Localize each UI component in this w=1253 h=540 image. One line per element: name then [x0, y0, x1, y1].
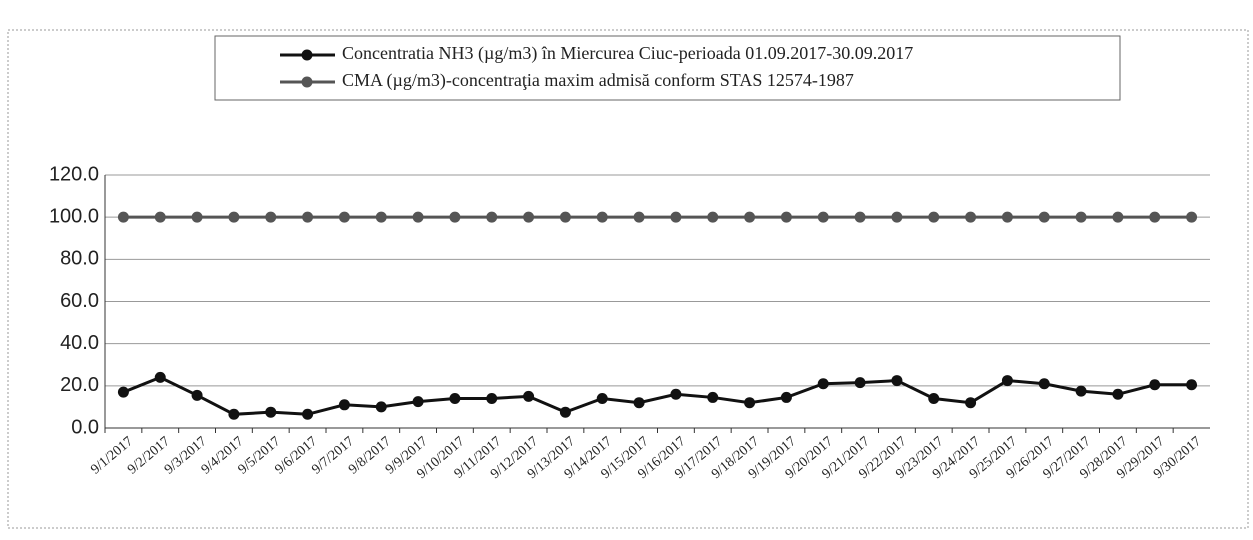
marker	[633, 397, 645, 409]
marker	[449, 211, 461, 223]
marker	[780, 391, 792, 403]
marker	[744, 211, 756, 223]
y-tick-label: 40.0	[60, 332, 99, 354]
marker	[817, 378, 829, 390]
marker	[928, 392, 940, 404]
marker	[302, 211, 314, 223]
marker	[1112, 211, 1124, 223]
marker	[854, 377, 866, 389]
marker	[1186, 211, 1198, 223]
marker	[154, 211, 166, 223]
marker	[449, 392, 461, 404]
marker	[670, 388, 682, 400]
marker	[965, 211, 977, 223]
marker	[596, 211, 608, 223]
marker	[596, 392, 608, 404]
legend-label: Concentratia NH3 (µg/m3) în Miercurea Ci…	[342, 43, 913, 64]
marker	[412, 396, 424, 408]
marker	[302, 408, 314, 420]
marker	[486, 392, 498, 404]
y-tick-label: 100.0	[49, 205, 99, 227]
series-line	[122, 375, 1192, 416]
marker	[559, 406, 571, 418]
y-tick-label: 80.0	[60, 248, 99, 270]
marker	[228, 408, 240, 420]
marker	[1149, 379, 1161, 391]
legend-marker	[301, 49, 313, 61]
marker	[412, 211, 424, 223]
marker	[375, 401, 387, 413]
marker	[854, 211, 866, 223]
marker	[1186, 379, 1198, 391]
marker	[338, 399, 350, 411]
marker	[375, 211, 387, 223]
marker	[1001, 375, 1013, 387]
marker	[633, 211, 645, 223]
marker	[338, 211, 350, 223]
y-tick-label: 120.0	[49, 163, 99, 185]
marker	[817, 211, 829, 223]
marker	[486, 211, 498, 223]
chart-frame	[7, 29, 1249, 529]
marker	[117, 211, 129, 223]
marker	[154, 371, 166, 383]
marker	[707, 211, 719, 223]
marker	[191, 389, 203, 401]
marker	[265, 406, 277, 418]
marker	[670, 211, 682, 223]
marker	[1075, 211, 1087, 223]
marker	[928, 211, 940, 223]
y-tick-label: 60.0	[60, 290, 99, 312]
marker	[523, 211, 535, 223]
marker	[1038, 211, 1050, 223]
marker	[265, 211, 277, 223]
marker	[1075, 385, 1087, 397]
y-tick-label: 0.0	[71, 416, 99, 438]
marker	[891, 375, 903, 387]
marker	[191, 211, 203, 223]
marker	[744, 397, 756, 409]
legend-box	[214, 35, 1121, 101]
marker	[523, 390, 535, 402]
marker	[559, 211, 571, 223]
legend-marker	[301, 76, 313, 88]
marker	[891, 211, 903, 223]
marker	[1149, 211, 1161, 223]
marker	[1112, 388, 1124, 400]
marker	[707, 391, 719, 403]
legend-label: CMA (µg/m3)-concentraţia maxim admisă co…	[342, 70, 854, 91]
marker	[117, 386, 129, 398]
marker	[1001, 211, 1013, 223]
marker	[965, 397, 977, 409]
marker	[228, 211, 240, 223]
y-tick-label: 20.0	[60, 374, 99, 396]
marker	[1038, 378, 1050, 390]
marker	[780, 211, 792, 223]
